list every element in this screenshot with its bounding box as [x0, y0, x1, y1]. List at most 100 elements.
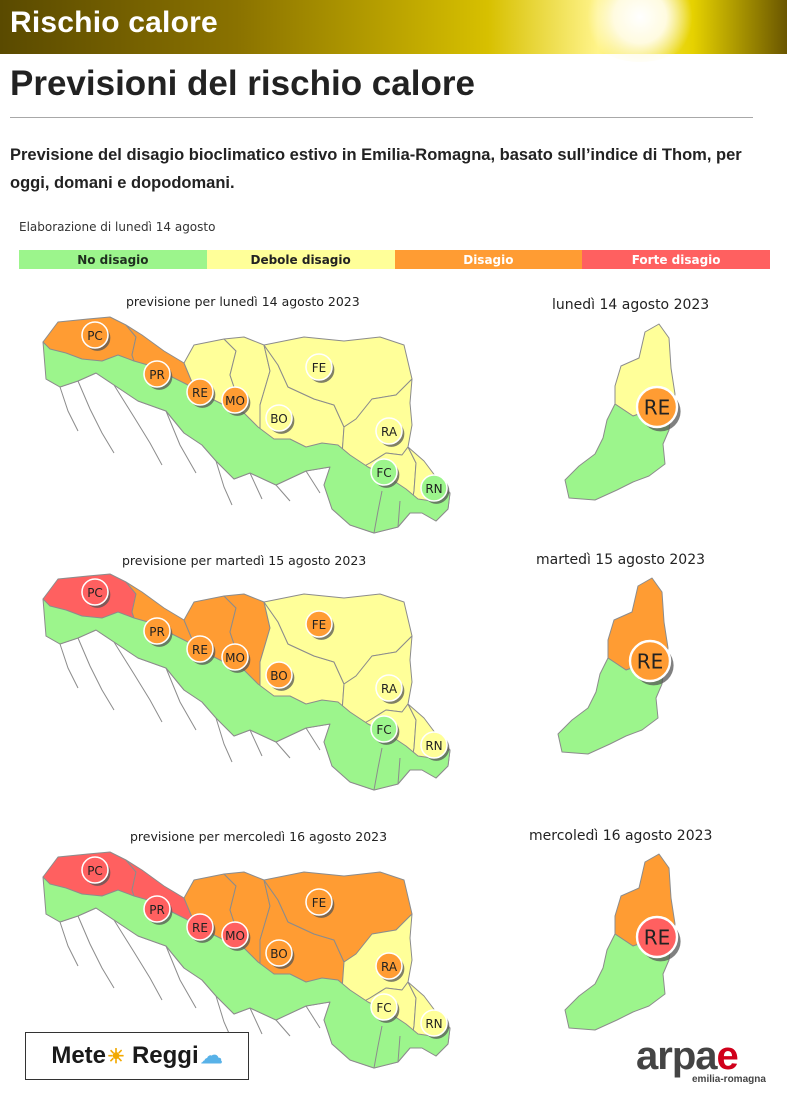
arpae-logo-e: e — [716, 1034, 739, 1078]
elaboration-date: Elaborazione di lunedì 14 agosto — [19, 220, 216, 234]
svg-text:FC: FC — [376, 723, 391, 737]
re-caption-3: mercoledì 16 agosto 2023 — [529, 828, 713, 844]
province-boundary-8 — [373, 747, 383, 791]
marker-pr: PR — [143, 895, 173, 925]
svg-text:MO: MO — [225, 929, 245, 943]
sun-icon: ☀ — [107, 1045, 125, 1068]
header-banner: Rischio calore — [0, 0, 787, 62]
marker-re: RE — [186, 635, 216, 665]
province-boundary-1 — [77, 915, 115, 989]
province-boundary-9 — [397, 757, 401, 785]
marker-fe: FE — [305, 888, 335, 918]
meteo-logo-text-right: Reggi — [131, 1042, 199, 1069]
svg-text:PC: PC — [87, 329, 103, 343]
svg-text:RA: RA — [381, 425, 398, 439]
marker-bo: BO — [265, 404, 295, 434]
province-boundary-10 — [59, 386, 79, 432]
intro-text: Previsione del disagio bioclimatico esti… — [10, 146, 742, 192]
sun-glare — [580, 0, 700, 62]
marker-pr: PR — [143, 360, 173, 390]
province-boundary-8 — [373, 490, 383, 534]
marker-pc: PC — [81, 578, 111, 608]
province-boundary-5 — [249, 472, 263, 500]
marker-mo: MO — [221, 921, 251, 951]
marker-re-zoom: RE — [635, 915, 681, 962]
svg-text:FC: FC — [376, 1001, 391, 1015]
meteo-reggio-logo: Mete ☀ Reggi ☁ — [25, 1032, 249, 1080]
province-boundary-9 — [397, 500, 401, 528]
province-boundary-4 — [215, 717, 233, 763]
province-boundary-3 — [165, 945, 197, 1009]
banner-title: Rischio calore — [10, 6, 218, 39]
re-province-map-2: RE — [557, 577, 674, 755]
marker-ra: RA — [375, 417, 405, 447]
marker-fc: FC — [370, 993, 400, 1023]
svg-text:RE: RE — [192, 386, 208, 400]
arpae-logo-arpa: arpa — [636, 1034, 717, 1078]
legend-forte-disagio: Forte disagio — [582, 250, 770, 269]
marker-bo: BO — [265, 939, 295, 969]
marker-rn: RN — [420, 1009, 450, 1039]
svg-text:RE: RE — [192, 921, 208, 935]
region-map-1: PC PR RE MO BO FE RA FC RN — [42, 316, 451, 534]
marker-fe: FE — [305, 353, 335, 383]
svg-text:FE: FE — [312, 618, 326, 632]
svg-text:FC: FC — [376, 466, 391, 480]
province-boundary-3 — [165, 667, 197, 731]
re-province-map-3: RE — [564, 853, 681, 1031]
legend-debole-disagio: Debole disagio — [206, 250, 395, 269]
arpae-logo: arpae emilia-romagna — [636, 1036, 776, 1088]
province-boundary-6 — [275, 741, 291, 759]
svg-text:PC: PC — [87, 864, 103, 878]
legend-disagio: Disagio — [394, 250, 583, 269]
marker-bo: BO — [265, 661, 295, 691]
marker-ra: RA — [375, 674, 405, 704]
marker-re-zoom: RE — [628, 639, 674, 686]
svg-text:RE: RE — [192, 643, 208, 657]
province-boundary-8 — [373, 1025, 383, 1069]
province-boundary-4 — [215, 460, 233, 506]
svg-text:PR: PR — [149, 903, 165, 917]
arpae-logo-text: arpae — [636, 1034, 739, 1078]
svg-text:FE: FE — [312, 361, 326, 375]
svg-text:MO: MO — [225, 651, 245, 665]
svg-text:RN: RN — [425, 482, 442, 496]
marker-fc: FC — [370, 458, 400, 488]
svg-text:BO: BO — [270, 669, 287, 683]
marker-fe: FE — [305, 610, 335, 640]
re-province-map-1: RE — [564, 323, 681, 501]
region-map-3: PC PR RE MO BO FE RA FC RN — [42, 851, 451, 1069]
province-boundary-6 — [275, 484, 291, 502]
province-boundary-10 — [59, 643, 79, 689]
arpae-logo-subtitle: emilia-romagna — [692, 1074, 766, 1085]
marker-re: RE — [186, 913, 216, 943]
marker-fc: FC — [370, 715, 400, 745]
svg-text:PC: PC — [87, 586, 103, 600]
marker-ra: RA — [375, 952, 405, 982]
province-boundary-6 — [275, 1019, 291, 1037]
svg-text:BO: BO — [270, 412, 287, 426]
marker-mo: MO — [221, 386, 251, 416]
svg-text:RE: RE — [644, 926, 671, 950]
forecast-caption-1: previsione per lunedì 14 agosto 2023 — [126, 294, 360, 309]
forecast-caption-2: previsione per martedì 15 agosto 2023 — [122, 553, 367, 568]
marker-rn: RN — [420, 731, 450, 761]
province-boundary-3 — [165, 410, 197, 474]
title-divider — [10, 117, 753, 118]
svg-text:FE: FE — [312, 896, 326, 910]
svg-text:RA: RA — [381, 682, 398, 696]
svg-text:RA: RA — [381, 960, 398, 974]
region-map-2: PC PR RE MO BO FE RA FC RN — [42, 573, 451, 791]
svg-text:RE: RE — [644, 396, 671, 420]
province-boundary-5 — [249, 1007, 263, 1035]
province-boundary-1 — [77, 380, 115, 454]
svg-text:RN: RN — [425, 739, 442, 753]
legend-no-disagio: No disagio — [19, 250, 207, 269]
province-boundary-2 — [113, 919, 163, 1001]
marker-pc: PC — [81, 856, 111, 886]
marker-mo: MO — [221, 643, 251, 673]
marker-pc: PC — [81, 321, 111, 351]
province-boundary-1 — [77, 637, 115, 711]
marker-pr: PR — [143, 617, 173, 647]
svg-text:RE: RE — [637, 650, 664, 674]
